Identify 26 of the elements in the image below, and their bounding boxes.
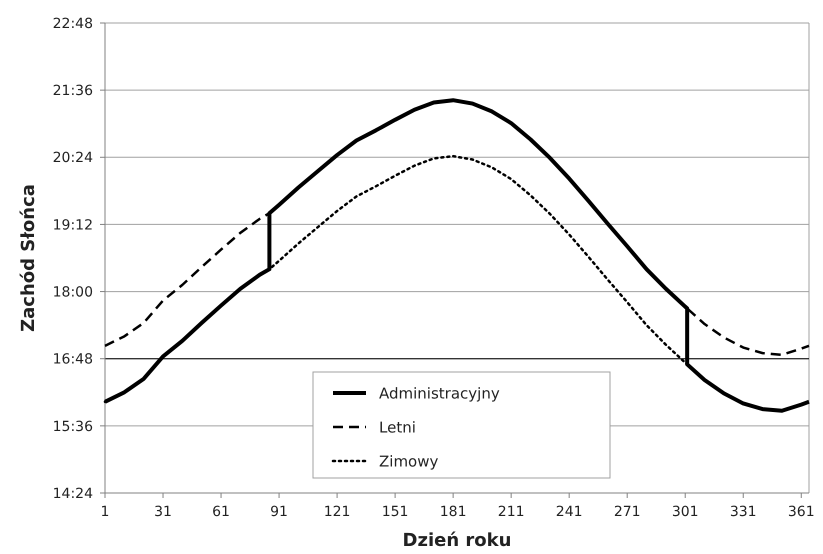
x-tick-label: 301 [672, 504, 699, 520]
x-tick-label: 271 [614, 504, 641, 520]
x-tick-label: 61 [212, 504, 230, 520]
x-tick-label: 241 [556, 504, 583, 520]
legend-label: Letni [379, 418, 416, 436]
x-tick-label: 1 [100, 504, 110, 520]
y-tick-label: 22:48 [52, 16, 93, 32]
y-tick-label: 20:24 [52, 150, 94, 166]
x-axis-title: Dzień roku [402, 530, 512, 551]
x-tick-label: 181 [440, 504, 466, 520]
x-tick-label: 121 [324, 504, 350, 520]
legend-label: Zimowy [379, 452, 438, 470]
y-tick-label: 15:36 [52, 418, 94, 435]
x-tick-label: 31 [154, 504, 172, 520]
legend-label: Administracyjny [379, 384, 500, 402]
y-tick-label: 16:48 [52, 352, 93, 368]
x-tick-label: 91 [270, 504, 288, 520]
x-tick-label: 361 [788, 504, 815, 520]
x-tick-label: 151 [382, 504, 408, 520]
y-tick-label: 14:24 [52, 486, 94, 502]
y-tick-label: 19:12 [52, 217, 93, 234]
y-tick-label: 18:00 [52, 284, 93, 300]
y-tick-label: 21:36 [52, 83, 94, 100]
y-axis-title: Zachód Słońca [18, 184, 39, 332]
x-tick-label: 211 [498, 504, 525, 520]
x-tick-label: 331 [730, 504, 757, 520]
